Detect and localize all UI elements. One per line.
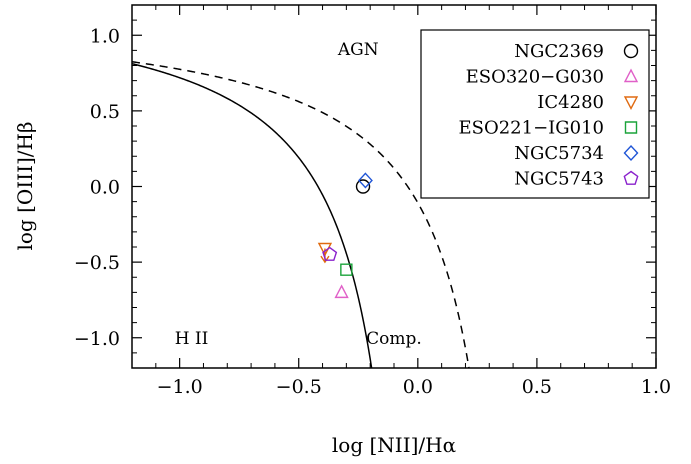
points-layer	[317, 172, 373, 299]
data-point-pentagon	[322, 246, 338, 261]
legend-label: NGC2369	[514, 41, 604, 62]
legend-marker-diamond	[623, 144, 639, 162]
y-tick-label: 0.0	[90, 177, 120, 199]
upper-limit-arrowhead	[320, 255, 330, 264]
data-point-triangle-up	[334, 284, 349, 299]
legend-label: ESO221−IG010	[458, 118, 604, 139]
y-tick-label: 1.0	[90, 25, 120, 47]
region-label: H II	[175, 329, 209, 349]
legend-marker-triangle-down	[623, 96, 639, 111]
kauffmann-solid-curve	[131, 62, 373, 369]
y-tick-label: −1.0	[74, 328, 120, 350]
data-point-diamond	[357, 172, 373, 189]
legend: NGC2369 ESO320−G030 IC4280 ESO221−IG010 NGC5…	[420, 29, 650, 199]
data-point-square	[340, 263, 353, 276]
x-tick-label: −1.0	[157, 376, 203, 398]
legend-marker-pentagon	[623, 170, 639, 185]
legend-marker-square	[624, 121, 638, 134]
legend-label: NGC5734	[514, 143, 604, 164]
region-label: Comp.	[366, 329, 422, 349]
kewley-dashed-curve	[131, 61, 470, 369]
legend-entries: NGC2369 ESO320−G030 IC4280 ESO221−IG010 NGC5…	[458, 41, 639, 190]
legend-box	[420, 29, 650, 199]
legend-marker-triangle-up	[623, 68, 639, 83]
x-tick-label: 1.0	[641, 376, 671, 398]
data-point-circle	[355, 179, 371, 194]
x-tick-label: 0.5	[522, 376, 552, 398]
y-axis-label: log [OIII]/Hβ	[13, 121, 37, 250]
legend-label: ESO320−G030	[466, 67, 604, 88]
y-tick-label: 0.5	[90, 101, 120, 123]
y-tick-label: −0.5	[74, 252, 120, 274]
x-axis-label: log [NII]/Hα	[332, 433, 456, 457]
region-label: AGN	[337, 40, 379, 60]
curves-layer	[131, 61, 470, 369]
region-layer: AGN H II Comp.	[175, 40, 422, 349]
legend-marker-circle	[623, 43, 639, 59]
ticks-layer: −1.0 −0.5 0.0 0.5 1.0 −1.0 −0.5 0.0 0.5 1.0	[74, 4, 671, 398]
legend-label: NGC5743	[514, 169, 604, 190]
x-tick-label: 0.0	[403, 376, 433, 398]
x-tick-label: −0.5	[276, 376, 322, 398]
legend-label: IC4280	[537, 92, 604, 113]
